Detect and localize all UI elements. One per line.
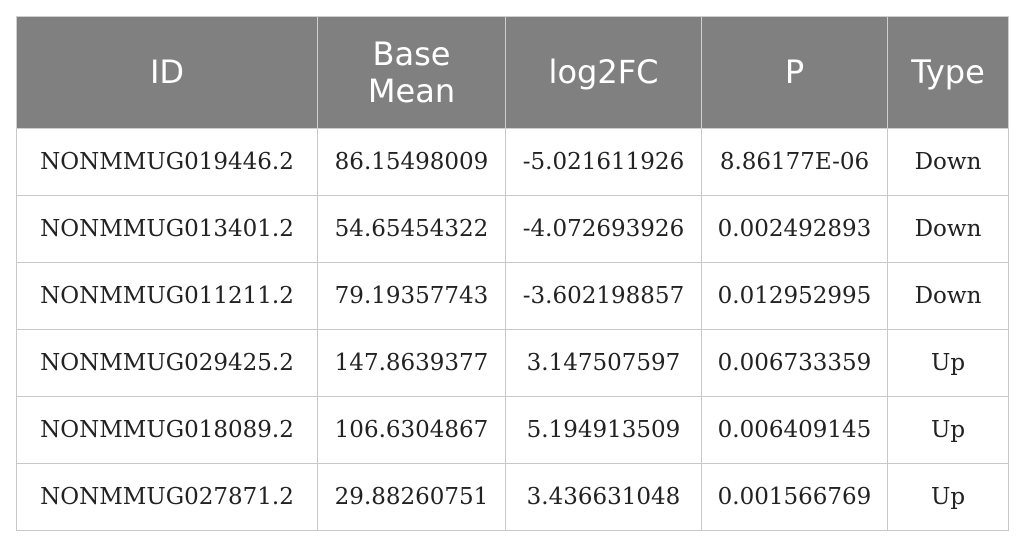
cell-base-mean: 147.8639377 [317,329,506,397]
header-log2fc: log2FC [505,16,702,129]
table-row: NONMMUG027871.2 29.88260751 3.436631048 … [16,463,1009,531]
table-row: NONMMUG013401.2 54.65454322 -4.072693926… [16,195,1009,263]
data-table-container: ID Base Mean log2FC P Type NONMMUG019446.… [16,16,1009,531]
header-id: ID [16,16,318,129]
cell-log2fc: 3.147507597 [505,329,702,397]
cell-log2fc: -3.602198857 [505,262,702,330]
cell-log2fc: -4.072693926 [505,195,702,263]
cell-id: NONMMUG011211.2 [16,262,318,330]
header-row: ID Base Mean log2FC P Type [16,16,1009,129]
header-base-mean: Base Mean [317,16,506,129]
header-p: P [701,16,888,129]
cell-type: Down [887,262,1009,330]
cell-type: Up [887,463,1009,531]
cell-id: NONMMUG018089.2 [16,396,318,464]
cell-p: 0.002492893 [701,195,888,263]
cell-type: Up [887,396,1009,464]
cell-log2fc: 5.194913509 [505,396,702,464]
cell-p: 0.012952995 [701,262,888,330]
table-row: NONMMUG011211.2 79.19357743 -3.602198857… [16,262,1009,330]
cell-p: 8.86177E-06 [701,128,888,196]
cell-base-mean: 79.19357743 [317,262,506,330]
cell-type: Down [887,128,1009,196]
cell-p: 0.001566769 [701,463,888,531]
header-base-mean-line1: Base [372,34,451,73]
table-header: ID Base Mean log2FC P Type [16,16,1009,129]
cell-log2fc: -5.021611926 [505,128,702,196]
cell-base-mean: 29.88260751 [317,463,506,531]
cell-base-mean: 86.15498009 [317,128,506,196]
table-row: NONMMUG019446.2 86.15498009 -5.021611926… [16,128,1009,196]
header-base-mean-line2: Mean [367,71,456,110]
cell-base-mean: 106.6304867 [317,396,506,464]
cell-base-mean: 54.65454322 [317,195,506,263]
gene-expression-table: ID Base Mean log2FC P Type NONMMUG019446.… [16,16,1009,531]
cell-id: NONMMUG019446.2 [16,128,318,196]
table-row: NONMMUG018089.2 106.6304867 5.194913509 … [16,396,1009,464]
cell-id: NONMMUG013401.2 [16,195,318,263]
cell-type: Up [887,329,1009,397]
cell-log2fc: 3.436631048 [505,463,702,531]
header-type: Type [887,16,1009,129]
cell-p: 0.006733359 [701,329,888,397]
cell-id: NONMMUG029425.2 [16,329,318,397]
cell-p: 0.006409145 [701,396,888,464]
table-row: NONMMUG029425.2 147.8639377 3.147507597 … [16,329,1009,397]
cell-type: Down [887,195,1009,263]
cell-id: NONMMUG027871.2 [16,463,318,531]
table-body: NONMMUG019446.2 86.15498009 -5.021611926… [16,128,1009,531]
